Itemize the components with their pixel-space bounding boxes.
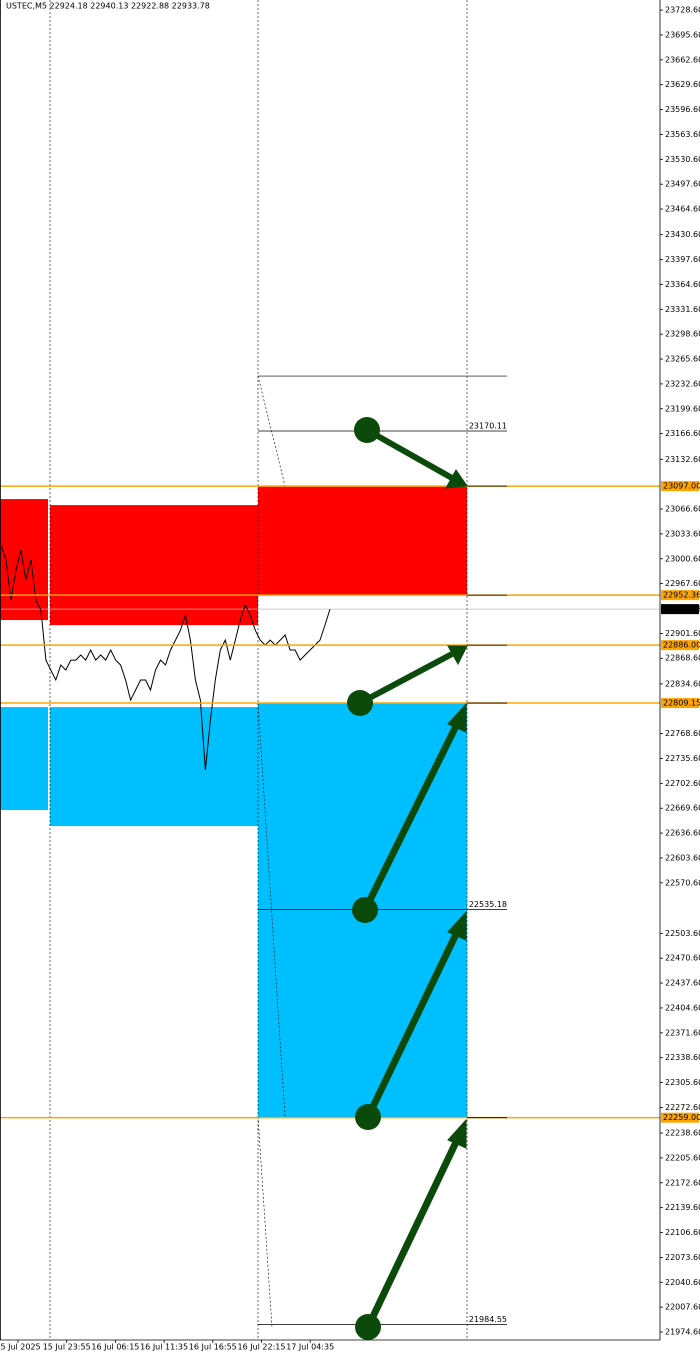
y-tick-label: 22834.60 <box>665 679 700 688</box>
level-label: 22259.00 <box>663 1113 700 1122</box>
level-label-bg <box>661 1112 699 1123</box>
y-tick-label: 23000.60 <box>665 554 700 563</box>
y-tick-label: 22570.60 <box>665 878 700 887</box>
y-tick-label: 23364.60 <box>665 280 700 289</box>
y-tick-label: 22470.60 <box>665 954 700 963</box>
target-label: 21984.55 <box>469 1315 507 1324</box>
y-tick-label: 22967.60 <box>665 579 700 588</box>
y-tick-label: 23596.60 <box>665 105 700 114</box>
x-tick-label: 17 Jul 04:35 <box>286 1343 334 1352</box>
x-tick-label: 16 Jul 16:55 <box>189 1343 237 1352</box>
x-tick-label: 16 Jul 06:15 <box>91 1343 139 1352</box>
level-label-bg <box>661 590 699 601</box>
y-tick-label: 23430.60 <box>665 230 700 239</box>
x-tick-label: 16 Jul 11:35 <box>140 1343 188 1352</box>
y-tick-label: 23066.60 <box>665 505 700 514</box>
chart-title: USTEC,M5 22924.18 22940.13 22922.88 2293… <box>6 2 210 11</box>
y-tick-label: 22603.60 <box>665 853 700 862</box>
arrow <box>355 910 467 1130</box>
arrow <box>355 1118 467 1340</box>
level-label-bg <box>661 481 699 492</box>
zone <box>0 707 48 811</box>
y-tick-label: 23331.60 <box>665 305 700 314</box>
target-label: 22535.18 <box>469 900 507 909</box>
y-tick-label: 23033.60 <box>665 529 700 538</box>
arrow <box>352 702 467 923</box>
x-tick-label: 15 Jul 23:55 <box>43 1343 91 1352</box>
y-tick-label: 22040.60 <box>665 1278 700 1287</box>
y-tick-label: 22768.60 <box>665 729 700 738</box>
y-tick-label: 23563.60 <box>665 130 700 139</box>
y-tick-label: 23662.60 <box>665 55 700 64</box>
y-tick-label: 23265.60 <box>665 355 700 364</box>
level-label: 22952.36 <box>663 591 700 600</box>
y-tick-label: 22172.60 <box>665 1178 700 1187</box>
level-label-bg <box>661 698 699 709</box>
y-tick-label: 23464.60 <box>665 205 700 214</box>
zone <box>50 505 258 626</box>
level-label: 22886.00 <box>663 641 700 650</box>
zone <box>50 707 258 827</box>
y-tick-label: 22106.60 <box>665 1228 700 1237</box>
y-tick-label: 23497.60 <box>665 180 700 189</box>
y-tick-label: 22205.60 <box>665 1153 700 1162</box>
y-tick-label: 23232.60 <box>665 379 700 388</box>
y-tick-label: 22503.60 <box>665 929 700 938</box>
y-tick-label: 22338.60 <box>665 1053 700 1062</box>
y-tick-label: 23530.60 <box>665 155 700 164</box>
y-tick-label: 23728.60 <box>665 6 700 15</box>
y-tick-label: 23132.60 <box>665 455 700 464</box>
arrow <box>347 645 468 716</box>
trend-line <box>257 1116 273 1328</box>
trend-line <box>257 702 286 1118</box>
y-tick-label: 22073.60 <box>665 1253 700 1262</box>
y-tick-label: 22735.60 <box>665 754 700 763</box>
y-tick-label: 22272.60 <box>665 1103 700 1112</box>
y-tick-label: 22007.60 <box>665 1303 700 1312</box>
y-tick-label: 22636.60 <box>665 829 700 838</box>
y-tick-label: 22238.60 <box>665 1129 700 1138</box>
y-tick-label: 23298.60 <box>665 330 700 339</box>
x-tick-label: 15 Jul 2025 <box>0 1343 41 1352</box>
y-tick-label: 22437.60 <box>665 979 700 988</box>
y-tick-label: 22669.60 <box>665 804 700 813</box>
current-price-label: 22933.78 <box>663 605 700 614</box>
target-label: 23170.11 <box>469 422 507 431</box>
zone <box>0 499 48 621</box>
level-label-bg <box>661 640 699 651</box>
y-tick-label: 23397.60 <box>665 255 700 264</box>
zone <box>258 486 467 596</box>
y-tick-label: 23166.60 <box>665 429 700 438</box>
y-tick-label: 22901.60 <box>665 629 700 638</box>
y-tick-label: 23695.60 <box>665 30 700 39</box>
y-tick-label: 22305.60 <box>665 1078 700 1087</box>
y-tick-label: 22139.60 <box>665 1203 700 1212</box>
y-tick-label: 22404.60 <box>665 1003 700 1012</box>
y-tick-label: 22371.60 <box>665 1028 700 1037</box>
y-tick-label: 23629.60 <box>665 80 700 89</box>
y-tick-label: 21974.60 <box>665 1328 700 1337</box>
current-price-label-bg <box>661 604 699 615</box>
arrow <box>354 417 468 489</box>
level-label: 22809.15 <box>663 699 700 708</box>
y-tick-label: 23199.60 <box>665 404 700 413</box>
x-tick-label: 16 Jul 22:15 <box>238 1343 286 1352</box>
y-tick-label: 22868.60 <box>665 654 700 663</box>
level-label: 23097.00 <box>663 482 700 491</box>
y-tick-label: 22702.60 <box>665 779 700 788</box>
